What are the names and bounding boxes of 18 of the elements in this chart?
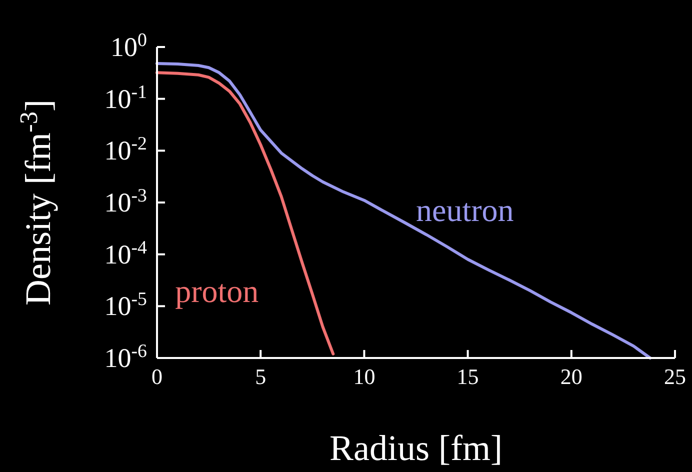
y-tick-label: 10$^{-4}$ <box>104 236 148 270</box>
line-series <box>156 62 652 360</box>
x-tick-label: 0 <box>152 364 162 389</box>
x-tick-label: 5 <box>255 364 266 389</box>
x-tick-label: 15 <box>456 364 479 389</box>
series-label: neutron <box>416 192 514 228</box>
y-tick-label: 10$^{-2}$ <box>104 133 147 166</box>
y-tick-label: 10$^{-3}$ <box>104 185 147 218</box>
y-tick-label: 10$^{-1}$ <box>104 81 147 114</box>
x-tick-label: 10 <box>353 364 376 389</box>
x-axis-title: Radius [fm] <box>330 428 502 468</box>
y-tick-label: 10$^{0}$ <box>110 30 147 62</box>
x-tick-label: 25 <box>664 364 686 389</box>
y-tick-label: 10$^{-5}$ <box>104 288 147 322</box>
y-tick-label: 10$^{-6}$ <box>104 340 147 373</box>
line-series <box>156 71 335 356</box>
series-label: proton <box>175 273 259 310</box>
x-tick-label: 20 <box>560 364 582 389</box>
